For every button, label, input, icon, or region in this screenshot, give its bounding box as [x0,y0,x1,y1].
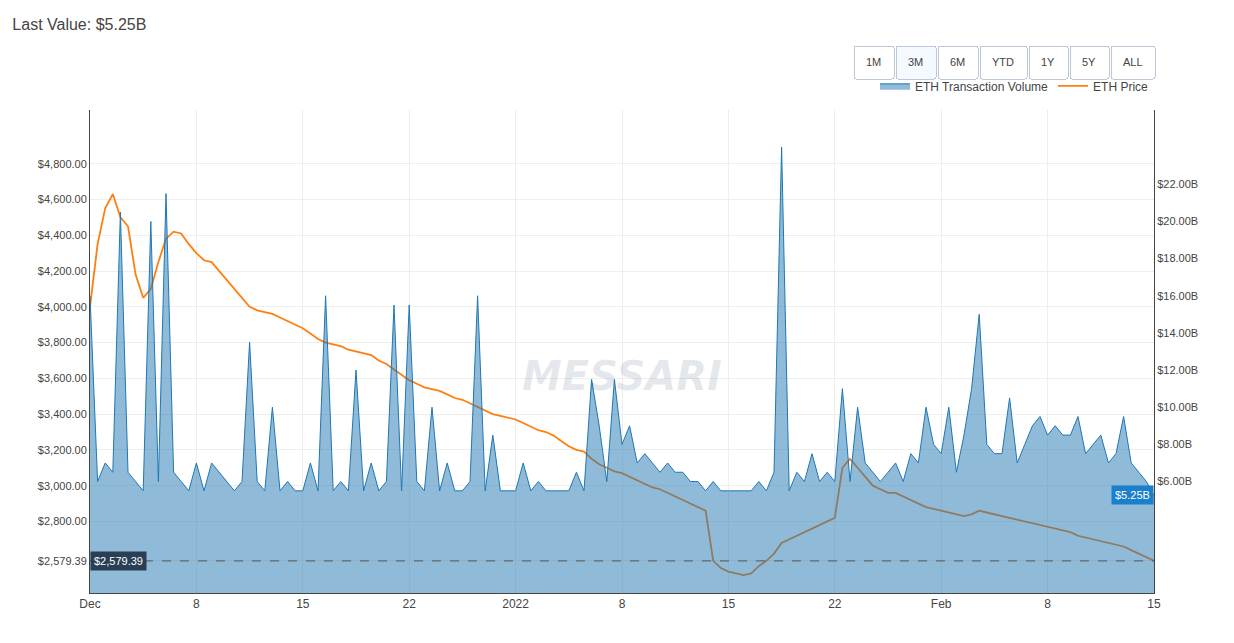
svg-text:$18.00B: $18.00B [1157,252,1198,264]
svg-text:MESSARI: MESSARI [522,353,722,399]
svg-text:$2,579.39: $2,579.39 [38,555,87,567]
svg-text:$5.25B: $5.25B [1115,489,1150,501]
svg-text:$4,000.00: $4,000.00 [38,301,87,313]
svg-text:$3,600.00: $3,600.00 [38,372,87,384]
svg-text:8: 8 [1044,597,1051,611]
svg-text:$12.00B: $12.00B [1157,364,1198,376]
svg-text:$3,800.00: $3,800.00 [38,336,87,348]
svg-text:$16.00B: $16.00B [1157,290,1198,302]
svg-text:ETH Price: ETH Price [1093,80,1148,94]
svg-text:8: 8 [193,597,200,611]
svg-text:$3,000.00: $3,000.00 [38,480,87,492]
svg-text:Last Value: $5.25B: Last Value: $5.25B [12,16,146,33]
svg-text:$2,579.39: $2,579.39 [94,555,143,567]
svg-text:3M: 3M [908,56,923,68]
svg-text:$3,400.00: $3,400.00 [38,408,87,420]
svg-text:$4,600.00: $4,600.00 [38,193,87,205]
svg-text:$14.00B: $14.00B [1157,327,1198,339]
svg-text:Feb: Feb [931,597,952,611]
svg-text:$2,800.00: $2,800.00 [38,515,87,527]
svg-text:$10.00B: $10.00B [1157,401,1198,413]
svg-text:6M: 6M [950,56,965,68]
svg-text:$4,200.00: $4,200.00 [38,265,87,277]
svg-text:15: 15 [296,597,310,611]
svg-text:15: 15 [722,597,736,611]
svg-text:Dec: Dec [79,597,100,611]
svg-text:$8.00B: $8.00B [1157,438,1192,450]
svg-text:$22.00B: $22.00B [1157,178,1198,190]
svg-text:5Y: 5Y [1082,56,1096,68]
svg-text:YTD: YTD [992,56,1014,68]
svg-text:$6.00B: $6.00B [1157,475,1192,487]
svg-text:1Y: 1Y [1041,56,1055,68]
svg-text:ALL: ALL [1123,56,1143,68]
svg-text:22: 22 [828,597,842,611]
svg-text:$4,800.00: $4,800.00 [38,158,87,170]
svg-text:ETH Transaction Volume: ETH Transaction Volume [915,80,1048,94]
svg-text:22: 22 [403,597,417,611]
svg-text:$4,400.00: $4,400.00 [38,229,87,241]
svg-text:2022: 2022 [502,597,529,611]
svg-text:1M: 1M [866,56,881,68]
svg-text:15: 15 [1147,597,1161,611]
svg-text:8: 8 [619,597,626,611]
svg-text:$3,200.00: $3,200.00 [38,444,87,456]
svg-text:$20.00B: $20.00B [1157,215,1198,227]
